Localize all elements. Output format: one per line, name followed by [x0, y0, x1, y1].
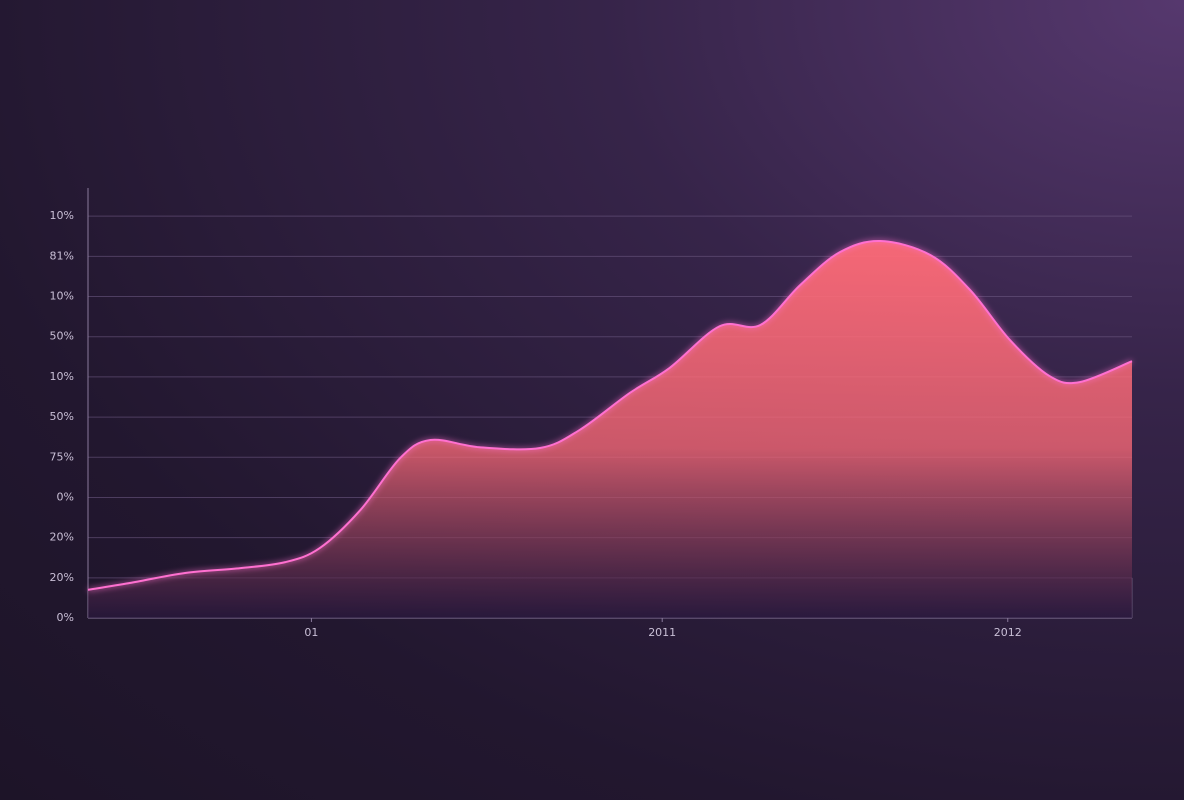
x-tick-label: 2011 — [648, 626, 676, 639]
y-tick-label: 0% — [57, 611, 74, 624]
y-tick-label: 50% — [50, 410, 74, 423]
y-tick-label: 75% — [50, 450, 74, 463]
y-tick-label: 0% — [57, 490, 74, 503]
y-tick-label: 81% — [50, 249, 74, 262]
y-tick-label: 50% — [50, 330, 74, 343]
line — [87, 240, 1133, 591]
y-tick-label: 10% — [50, 209, 74, 222]
x-tick-label: 01 — [304, 626, 318, 639]
area — [88, 241, 1132, 618]
y-tick-label: 20% — [50, 531, 74, 544]
y-tick-label: 10% — [50, 290, 74, 303]
x-tick-label: 2012 — [994, 626, 1022, 639]
y-tick-label: 20% — [50, 571, 74, 584]
y-tick-label: 10% — [50, 370, 74, 383]
